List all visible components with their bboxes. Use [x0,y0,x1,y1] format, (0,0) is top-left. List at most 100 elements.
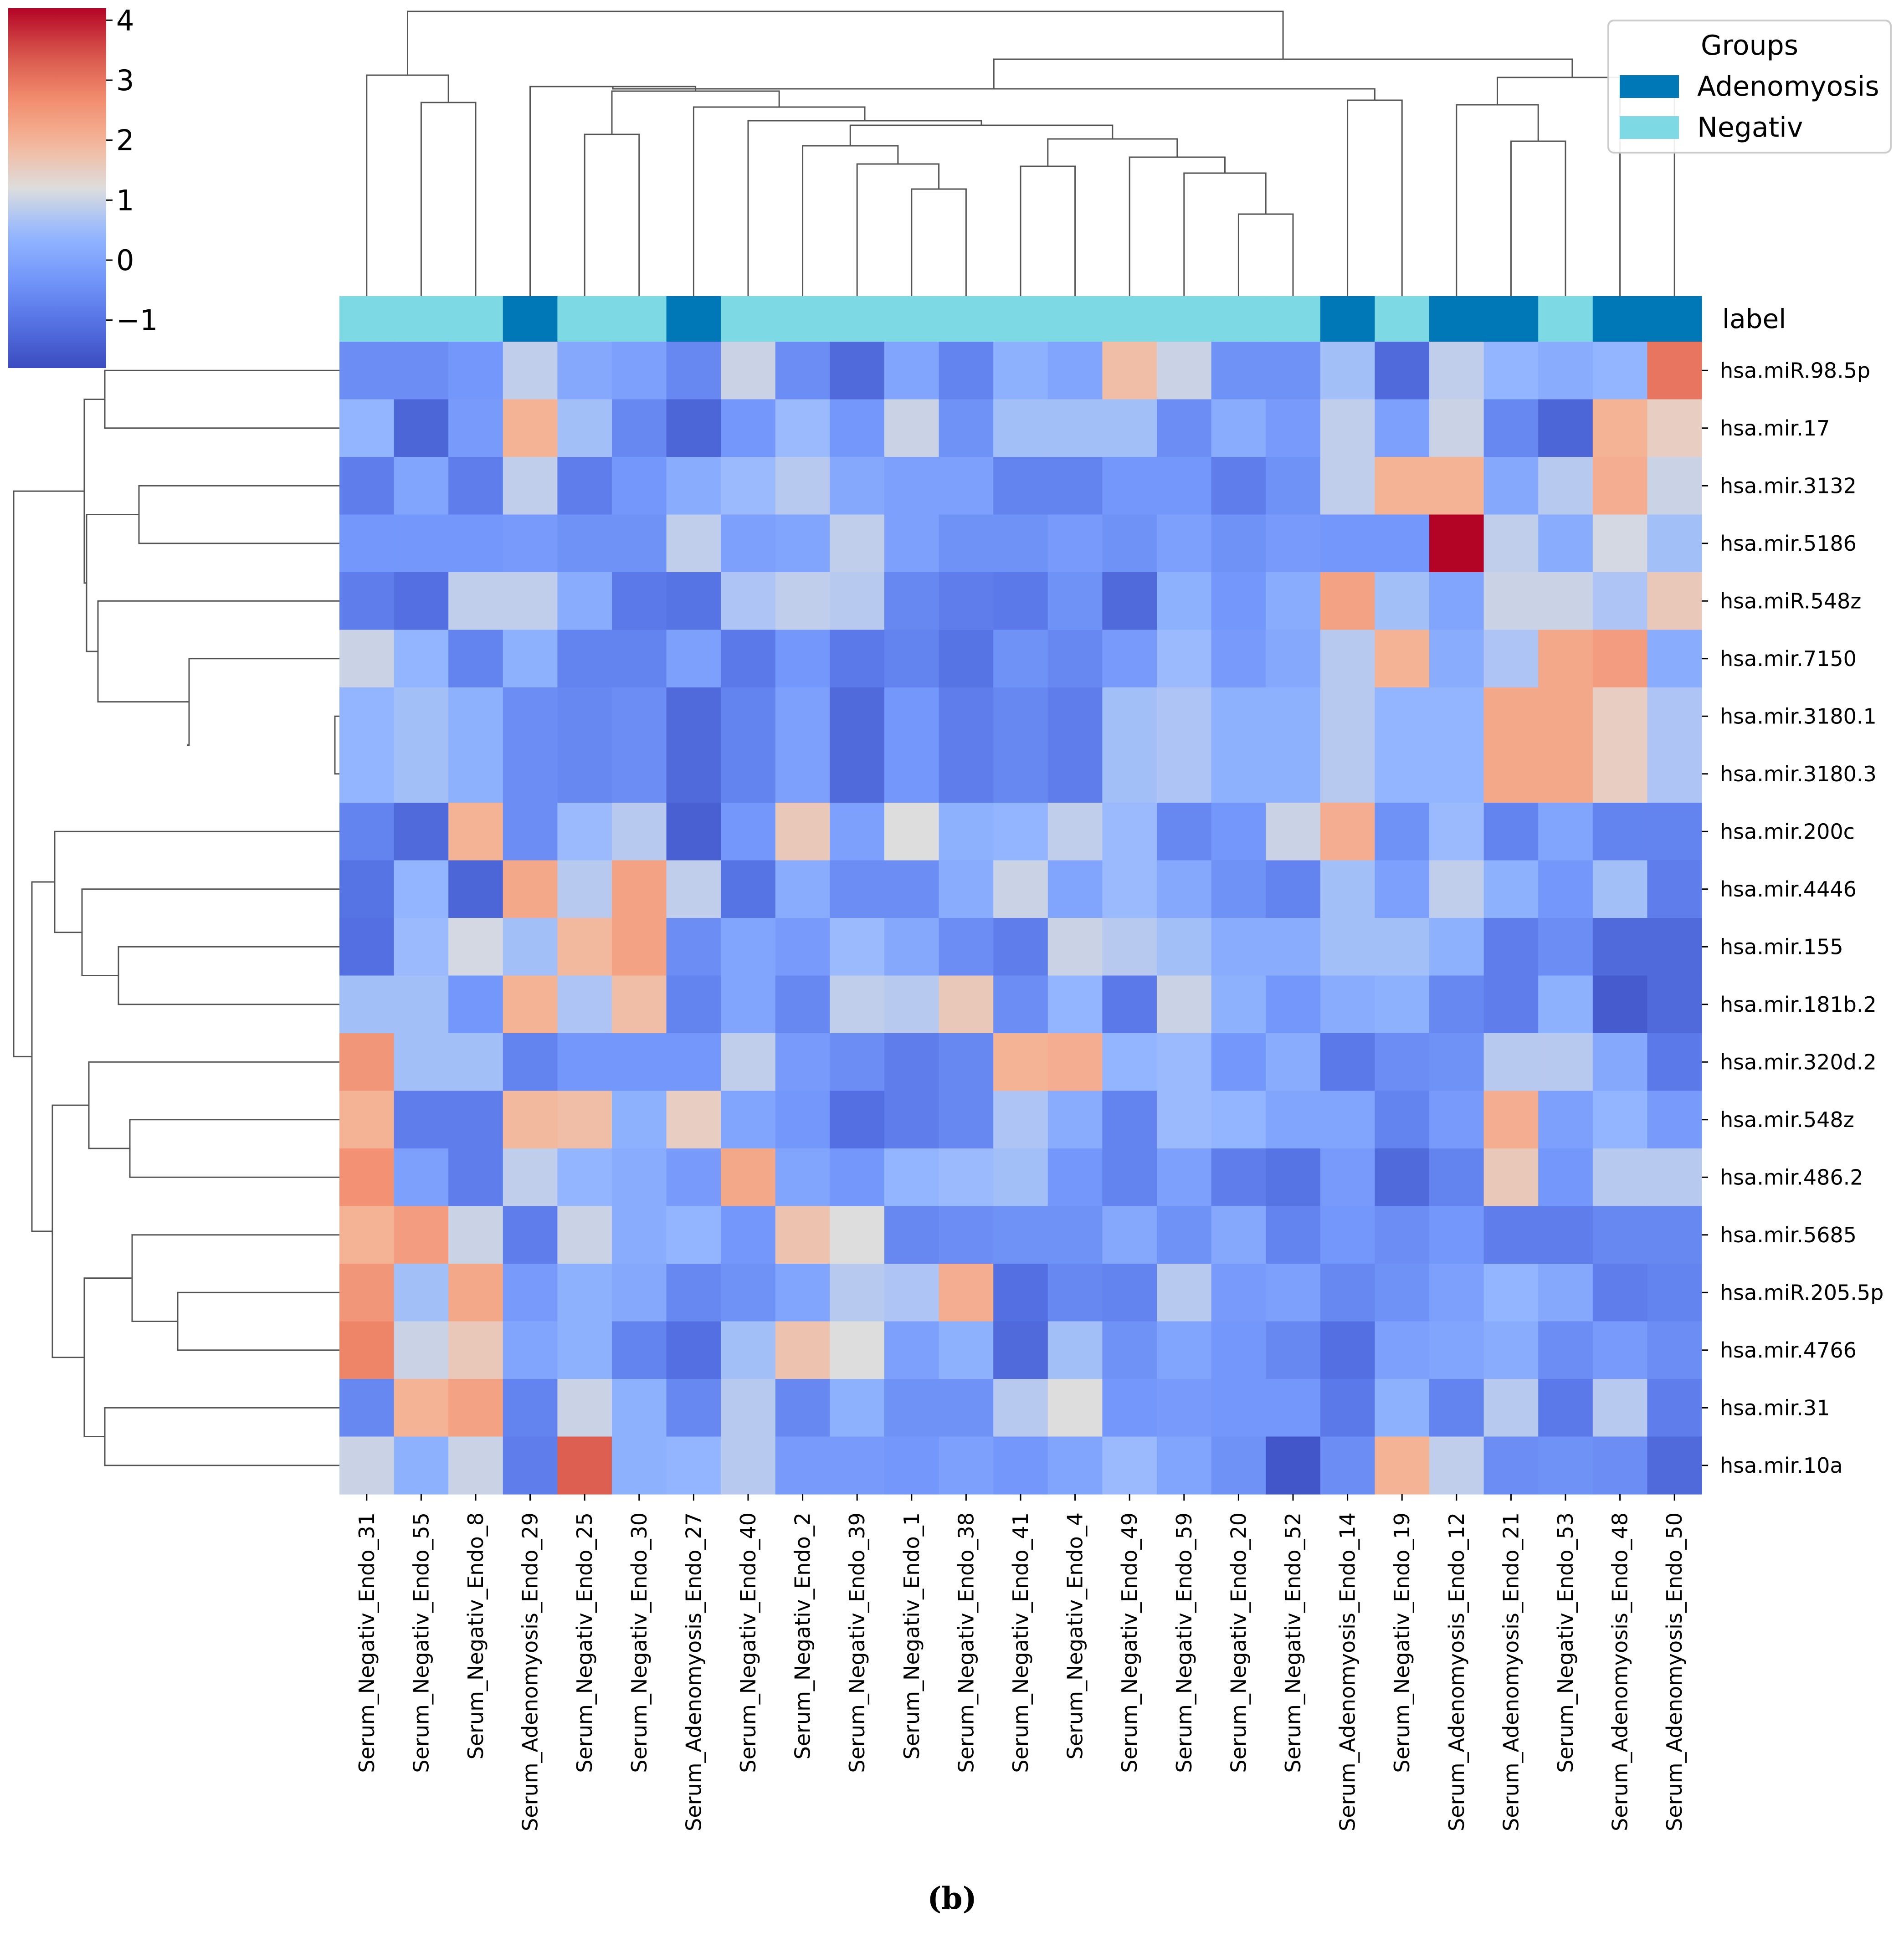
heatmap-cell [1047,572,1103,630]
heatmap-cell [1592,1033,1647,1091]
figure-caption: (b) [927,1881,977,1916]
heatmap-cell [939,1264,994,1322]
heatmap-cell [1102,1379,1157,1437]
column-label: Serum_Negativ_Endo_55 [409,1512,433,1773]
heatmap-cell [1157,918,1212,976]
heatmap-cell [666,803,721,861]
heatmap-cell [830,1379,885,1437]
heatmap-cell [1647,687,1702,746]
heatmap-cell [612,687,667,746]
heatmap-cell [1483,1033,1539,1091]
heatmap-cell [1483,803,1539,861]
heatmap-cell [884,1379,939,1437]
heatmap-cell [1102,918,1157,976]
heatmap-cell [1211,745,1266,803]
heatmap-cell [1211,572,1266,630]
heatmap-cell [939,1091,994,1149]
heatmap-cell [666,1033,721,1091]
heatmap-cell [612,457,667,515]
heatmap-cell [775,572,830,630]
annotation-cell [993,296,1048,342]
heatmap-cell [1320,1321,1375,1379]
heatmap-cell [1592,745,1647,803]
heatmap-cell [1538,514,1593,573]
heatmap-cell [1647,630,1702,688]
heatmap-cell [666,745,721,803]
row-label: hsa.mir.548z [1720,1107,1854,1132]
annotation-cell [775,296,830,342]
heatmap-cell [557,342,612,400]
heatmap-cell [1266,918,1321,976]
heatmap-cell [1538,1264,1593,1322]
column-label: Serum_Negativ_Endo_1 [899,1512,924,1759]
heatmap-cell [1102,1264,1157,1322]
heatmap-cell [557,860,612,918]
heatmap-cell [666,687,721,746]
heatmap-cell [884,687,939,746]
row-label: hsa.mir.486.2 [1720,1165,1863,1189]
heatmap-cell [1375,1264,1430,1322]
heatmap-cell [775,1321,830,1379]
heatmap-cell [448,918,503,976]
heatmap-cell [448,1436,503,1495]
heatmap-cell [775,687,830,746]
dendrogram-branch [86,514,139,652]
heatmap-cell [775,1206,830,1264]
heatmap-cell [775,745,830,803]
heatmap-cell [503,342,558,400]
heatmap-cell [1429,1206,1484,1264]
heatmap-cell [339,918,395,976]
heatmap-cell [993,1033,1048,1091]
heatmap-cell [1592,1091,1647,1149]
row-label: hsa.mir.3180.1 [1720,704,1877,728]
heatmap-cell [1320,860,1375,918]
heatmap-cell [993,342,1048,400]
heatmap-cell [1320,803,1375,861]
heatmap-cell [448,803,503,861]
heatmap-cell [1047,399,1103,457]
heatmap-cell [339,1436,395,1495]
heatmap-cell [394,514,449,573]
heatmap-cell [1538,572,1593,630]
row-label: hsa.mir.200c [1720,819,1855,844]
heatmap-cell [1375,1379,1430,1437]
annotation-cell [1266,296,1321,342]
heatmap-cell [1592,1264,1647,1322]
column-label: Serum_Negativ_Endo_4 [1063,1512,1088,1759]
heatmap-cell [1047,1379,1103,1437]
heatmap-cell [1266,457,1321,515]
heatmap-cell [884,860,939,918]
heatmap-cell [1375,457,1430,515]
heatmap-cell [503,1436,558,1495]
heatmap-cell [939,1321,994,1379]
heatmap-cell [993,1436,1048,1495]
heatmap-cell [1102,1321,1157,1379]
heatmap-cell [939,1206,994,1264]
heatmap-cell [775,975,830,1034]
heatmap-cell [1592,1379,1647,1437]
dendrogram-branch [993,58,1573,89]
row-labels: hsa.miR.98.5p hsa.mir.17 hsa.mir.3132 hsa.m… [1702,358,1883,1478]
annotation-cell [1647,296,1702,342]
column-label: Serum_Negativ_Endo_59 [1172,1512,1196,1773]
heatmap-cell [394,572,449,630]
heatmap-cell [557,399,612,457]
heatmap-cell [1647,1379,1702,1437]
heatmap-cell [1538,1091,1593,1149]
heatmap-cell [993,1321,1048,1379]
heatmap-cell [557,918,612,976]
annotation-cell [1102,296,1157,342]
heatmap-cell [503,399,558,457]
dendrogram-branch [129,1119,339,1178]
heatmap-cell [830,1206,885,1264]
heatmap-cell [721,1321,776,1379]
annotation-cell [448,296,503,342]
column-label: Serum_Negativ_Endo_40 [736,1512,760,1773]
heatmap-cell [993,1091,1048,1149]
column-label: Serum_Negativ_Endo_49 [1117,1512,1142,1773]
heatmap-cell [1375,1206,1430,1264]
heatmap-cell [939,630,994,688]
heatmap-cell [1538,1206,1593,1264]
heatmap-cell [1102,630,1157,688]
heatmap-cell [1320,1436,1375,1495]
